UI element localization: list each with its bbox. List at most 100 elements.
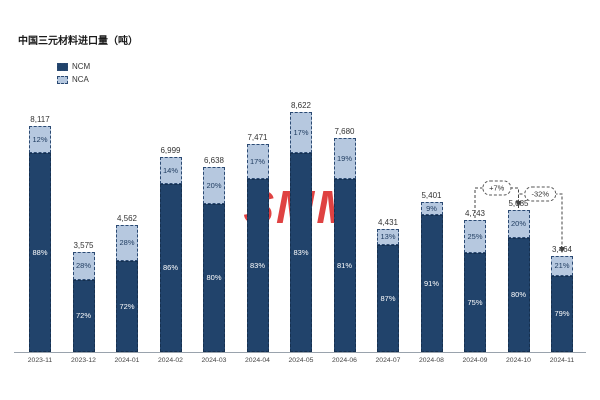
bar-2023-11: 8,117 12% 88% <box>29 115 51 352</box>
bar-2024-11: 3,464 21% 79% <box>551 245 573 352</box>
total-label: 8,117 <box>30 115 50 124</box>
ncm-pct-label: 83% <box>293 247 309 257</box>
ncm-pct-label: 88% <box>32 247 48 257</box>
annotation-box: -32% <box>524 186 557 202</box>
nca-pct-label: 21% <box>554 261 570 271</box>
nca-pct-label: 17% <box>249 156 265 166</box>
ncm-pct-label: 72% <box>75 311 91 321</box>
nca-segment: 9% <box>420 202 443 215</box>
ncm-segment: 79% <box>551 276 573 352</box>
ncm-pct-label: 79% <box>554 309 570 319</box>
bar-2023-12: 3,575 28% 72% <box>72 241 95 352</box>
total-label: 8,622 <box>290 101 312 110</box>
x-tick-label: 2024-07 <box>375 357 401 364</box>
legend-label-ncm: NCM <box>72 62 91 71</box>
nca-pct-label: 17% <box>293 127 309 137</box>
ncm-segment: 75% <box>464 253 486 352</box>
bar-2024-07: 4,431 13% 87% <box>377 218 399 352</box>
nca-segment: 14% <box>159 157 182 184</box>
ncm-segment: 81% <box>333 179 356 352</box>
nca-pct-label: 25% <box>467 231 483 241</box>
bar-2024-01: 4,562 28% 72% <box>116 214 138 352</box>
annotation-box: +7% <box>482 180 512 196</box>
nca-pct-label: 13% <box>380 232 396 242</box>
ncm-pct-label: 87% <box>380 293 396 303</box>
total-label: 4,743 <box>464 209 486 218</box>
bar-2024-05: 8,622 17% 83% <box>290 101 312 352</box>
nca-pct-label: 28% <box>75 261 91 271</box>
legend: NCM NCA <box>57 62 90 84</box>
ncm-segment: 87% <box>377 245 399 352</box>
nca-pct-label: 14% <box>162 165 178 175</box>
total-label: 6,638 <box>203 156 225 165</box>
x-tick-label: 2023-11 <box>27 357 53 364</box>
nca-segment: 21% <box>551 256 573 276</box>
x-tick-label: 2024-02 <box>158 357 183 364</box>
ncm-pct-label: 72% <box>119 301 135 311</box>
ncm-swatch-icon <box>57 62 68 71</box>
nca-pct-label: 20% <box>206 180 222 190</box>
ncm-segment: 91% <box>420 215 443 352</box>
ncm-pct-label: 75% <box>467 297 483 307</box>
total-label: 5,401 <box>421 191 442 200</box>
bar-2024-03: 6,638 20% 80% <box>203 156 225 352</box>
total-label: 6,999 <box>160 146 181 155</box>
x-tick-label: 2024-03 <box>201 357 227 364</box>
bar-2024-04: 7,471 17% 83% <box>246 133 269 352</box>
total-label: 3,464 <box>551 245 573 254</box>
ncm-segment: 72% <box>116 261 138 352</box>
total-label: 5,085 <box>508 199 529 208</box>
ncm-segment: 86% <box>159 184 182 352</box>
total-label: 4,431 <box>377 218 399 227</box>
bar-2024-02: 6,999 14% 86% <box>159 146 182 352</box>
legend-label-nca: NCA <box>72 75 89 84</box>
nca-pct-label: 20% <box>510 219 526 229</box>
nca-pct-label: 12% <box>32 134 48 144</box>
nca-pct-label: 9% <box>426 203 437 213</box>
nca-segment: 17% <box>246 144 269 179</box>
ncm-pct-label: 91% <box>423 278 439 288</box>
x-tick-label: 2024-09 <box>462 357 488 364</box>
x-tick-label: 2024-04 <box>245 357 270 364</box>
nca-segment: 20% <box>507 210 530 238</box>
nca-segment: 17% <box>290 112 312 153</box>
nca-segment: 20% <box>203 167 225 204</box>
legend-item-nca: NCA <box>57 75 90 84</box>
nca-segment: 28% <box>116 225 138 261</box>
nca-segment: 28% <box>72 252 95 280</box>
total-label: 3,575 <box>73 241 94 250</box>
x-tick-label: 2024-05 <box>288 357 314 364</box>
bar-2024-08: 5,401 9% 91% <box>420 191 443 352</box>
chart-title: 中国三元材料进口量（吨） <box>18 36 138 47</box>
x-tick-label: 2024-11 <box>549 357 575 364</box>
ncm-segment: 83% <box>290 153 312 352</box>
x-tick-label: 2024-01 <box>114 357 140 364</box>
total-label: 7,471 <box>247 133 268 142</box>
ncm-segment: 80% <box>507 238 530 352</box>
total-label: 4,562 <box>116 214 138 223</box>
nca-segment: 19% <box>333 138 356 179</box>
bar-2024-06: 7,680 19% 81% <box>333 127 356 352</box>
ncm-pct-label: 80% <box>510 290 526 300</box>
bar-2024-09: 4,743 25% 75% <box>464 209 486 352</box>
nca-segment: 12% <box>29 126 51 153</box>
nca-segment: 25% <box>464 220 486 253</box>
bar-2024-10: 5,085 20% 80% <box>507 199 530 352</box>
nca-swatch-icon <box>57 75 68 84</box>
ncm-segment: 83% <box>246 179 269 352</box>
ncm-pct-label: 81% <box>336 260 352 270</box>
x-tick-label: 2024-06 <box>332 357 357 364</box>
ncm-segment: 88% <box>29 153 51 352</box>
ncm-segment: 80% <box>203 204 225 352</box>
nca-pct-label: 28% <box>119 238 135 248</box>
nca-pct-label: 19% <box>336 153 352 163</box>
ncm-pct-label: 80% <box>206 273 222 283</box>
nca-segment: 13% <box>377 229 399 245</box>
total-label: 7,680 <box>334 127 355 136</box>
x-tick-label: 2023-12 <box>71 357 96 364</box>
x-tick-label: 2024-10 <box>506 357 531 364</box>
ncm-pct-label: 86% <box>162 263 178 273</box>
x-axis-line <box>14 352 586 353</box>
